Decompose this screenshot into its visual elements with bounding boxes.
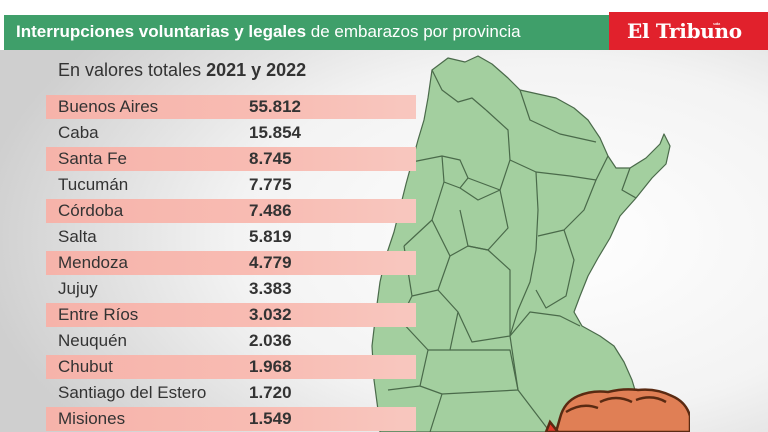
header-title-rest: de embarazos por provincia	[306, 22, 521, 41]
border-corrientes	[537, 179, 597, 237]
border-larioja	[411, 219, 451, 297]
border-misiones	[621, 167, 637, 199]
border-formosa	[519, 89, 597, 143]
province-name: Misiones	[58, 409, 126, 428]
province-name: Caba	[58, 123, 99, 142]
province-value: 4.779	[249, 253, 292, 272]
border-entrerios	[535, 229, 575, 309]
border-santiago	[459, 177, 509, 251]
border-jujuy-salta	[431, 69, 487, 111]
province-value: 5.819	[249, 227, 292, 246]
table-row: Chubut 1.968	[46, 355, 416, 379]
table-row: Córdoba 7.486	[46, 199, 416, 223]
table-row: Mendoza 4.779	[46, 251, 416, 275]
province-name: Salta	[58, 227, 97, 246]
province-value: 3.383	[249, 279, 292, 298]
province-value: 2.036	[249, 331, 292, 350]
logo-small-text: salta	[713, 21, 720, 26]
header: Interrupciones voluntarias y legales de …	[0, 0, 768, 50]
table-row: Tucumán 7.775	[46, 173, 416, 197]
border-sanluis	[428, 289, 459, 351]
province-value: 1.549	[249, 409, 292, 428]
table-row: Salta 5.819	[46, 225, 416, 249]
header-title-bar: Interrupciones voluntarias y legales de …	[4, 15, 609, 50]
province-name: Entre Ríos	[58, 305, 139, 324]
table-row: Santiago del Estero 1.720	[46, 381, 416, 405]
subtitle-years: 2021 y 2022	[206, 60, 307, 80]
province-name: Buenos Aires	[58, 97, 159, 116]
province-name: Chubut	[58, 357, 113, 376]
province-name: Neuquén	[58, 331, 128, 350]
province-name: Mendoza	[58, 253, 128, 272]
border-salta-east	[459, 109, 511, 201]
province-value: 55.812	[249, 97, 301, 116]
header-title-bold: Interrupciones voluntarias y legales	[16, 22, 307, 41]
border-tucuman	[441, 155, 469, 189]
argentina-map	[371, 55, 690, 432]
province-name: Córdoba	[58, 201, 124, 220]
table-row: Jujuy 3.383	[46, 277, 416, 301]
border-mendoza	[387, 319, 429, 391]
province-name: Santa Fe	[58, 149, 127, 168]
table-row: Misiones 1.549	[46, 407, 416, 431]
table-row: Buenos Aires 55.812	[46, 95, 416, 119]
province-value: 1.968	[249, 357, 292, 376]
province-name: Tucumán	[58, 175, 129, 194]
province-value: 3.032	[249, 305, 292, 324]
table-row: Entre Ríos 3.032	[46, 303, 416, 327]
table-row: Neuquén 2.036	[46, 329, 416, 353]
province-value: 1.720	[249, 383, 292, 402]
province-name: Jujuy	[58, 279, 98, 298]
border-cordoba	[449, 245, 511, 343]
province-value: 8.745	[249, 149, 292, 168]
map-north-outline	[371, 55, 671, 432]
border-neuquen	[419, 385, 443, 432]
table-row: Caba 15.854	[46, 121, 416, 145]
el-tribuno-logo: El Tribuno salta	[609, 12, 768, 50]
subtitle-lead: En valores totales	[58, 60, 207, 80]
province-value: 7.775	[249, 175, 292, 194]
border-chaco	[509, 155, 609, 181]
province-value: 15.854	[249, 123, 301, 142]
province-value: 7.486	[249, 201, 292, 220]
table-row: Santa Fe 8.745	[46, 147, 416, 171]
subtitle: En valores totales 2021 y 2022	[58, 60, 306, 81]
province-name: Santiago del Estero	[58, 383, 207, 402]
border-lapampa	[441, 349, 519, 395]
border-santafe	[509, 171, 539, 337]
fist-illustration	[544, 388, 690, 432]
logo-text: El Tribuno	[627, 19, 742, 43]
